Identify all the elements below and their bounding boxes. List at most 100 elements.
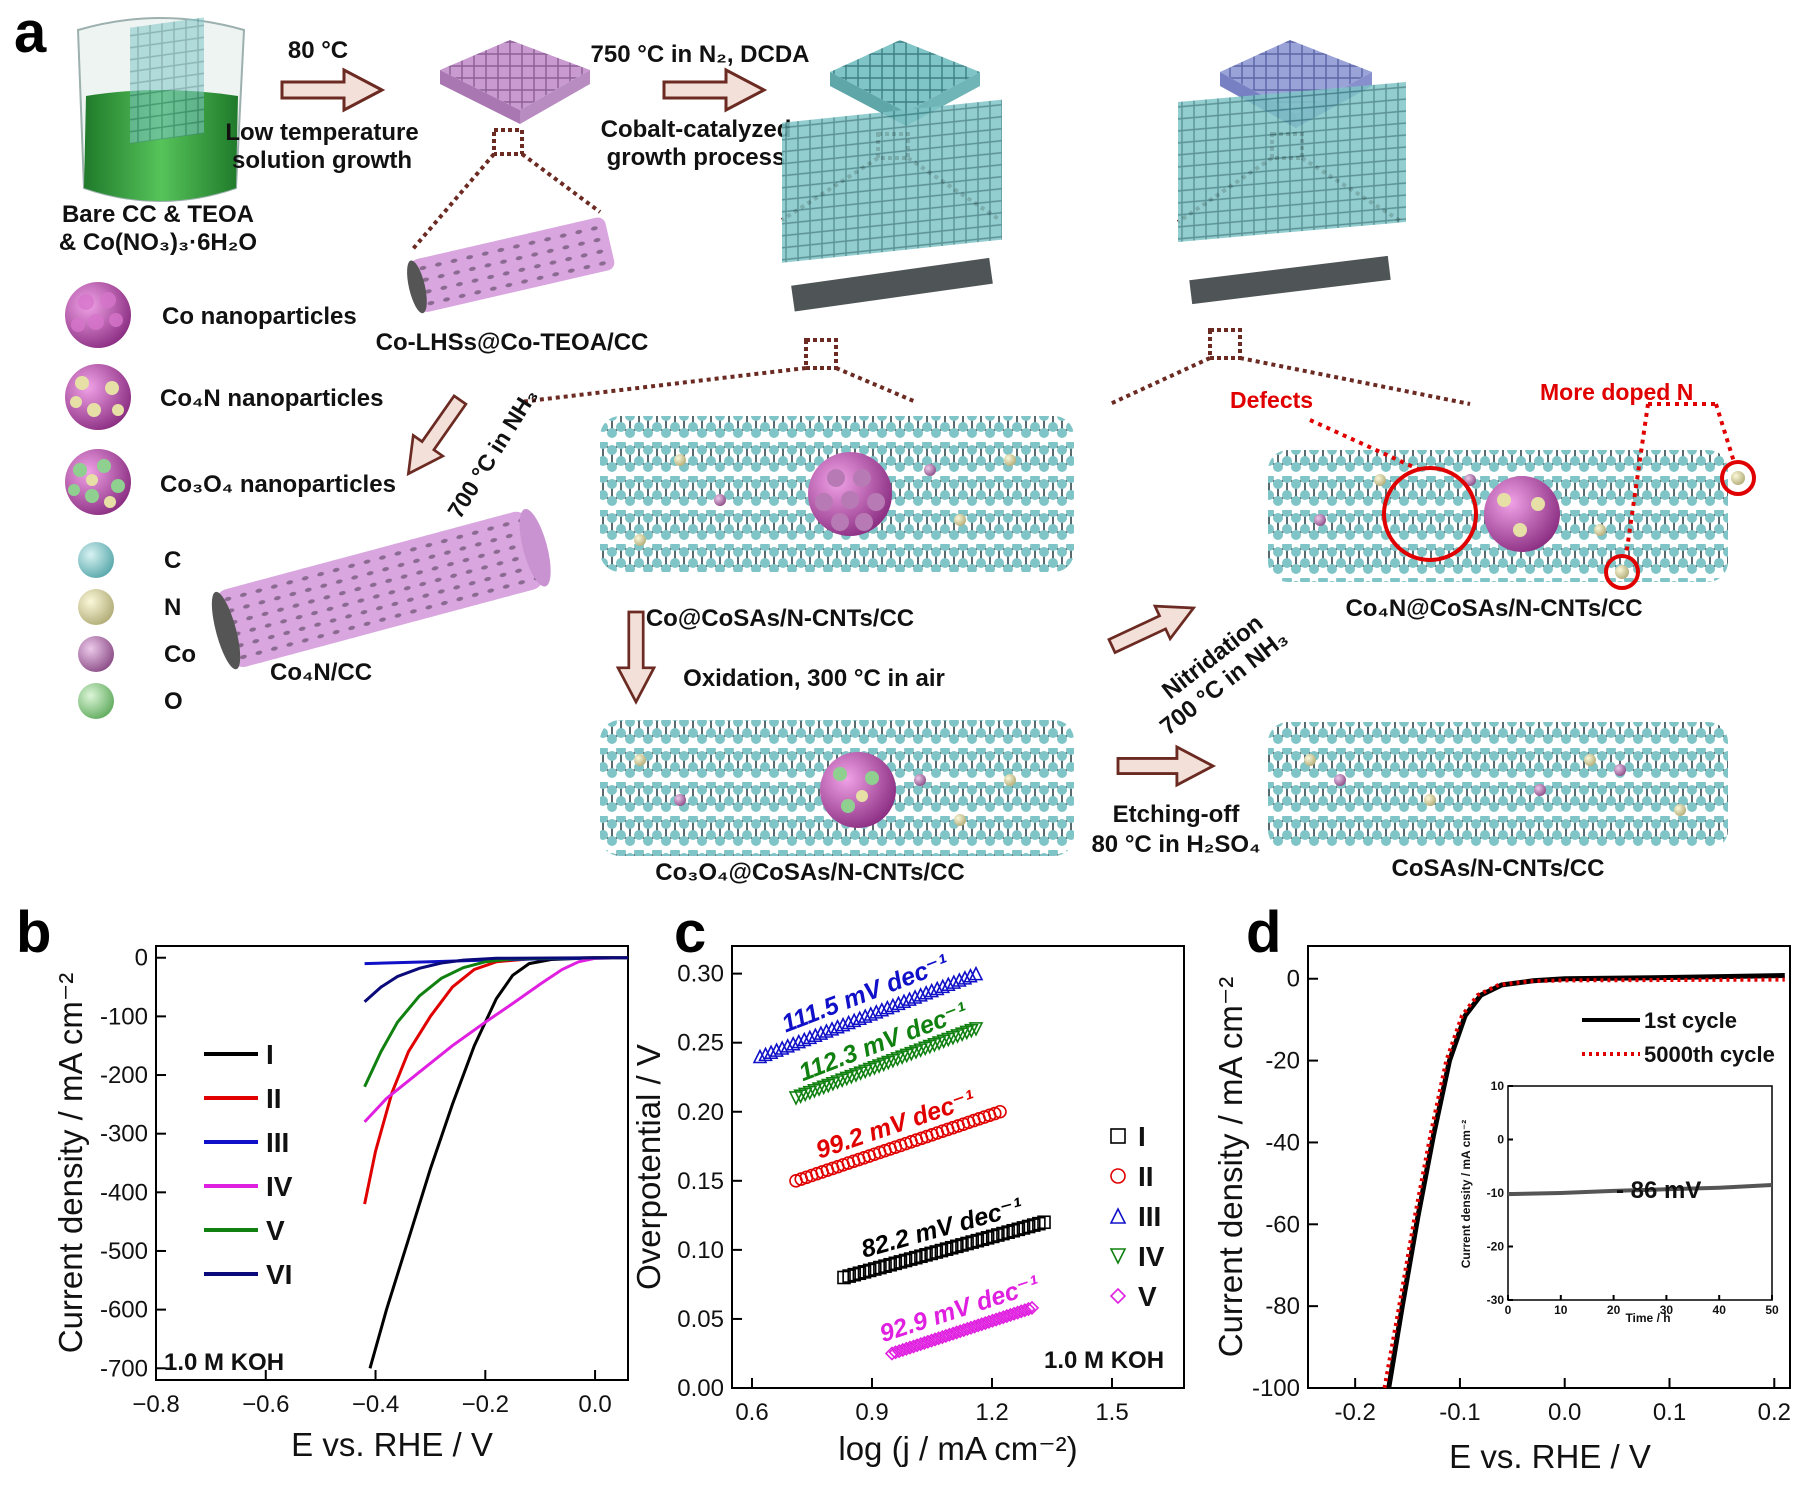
plot-c-point (996, 1226, 1010, 1241)
plot-b-note: 1.0 M KOH (164, 1349, 284, 1376)
plot-c-point (927, 1332, 943, 1347)
label-co-lhss: Co-LHSs@Co-TEOA/CC (376, 329, 649, 356)
plot-c-point (830, 1018, 845, 1034)
plot-c-point (1109, 1248, 1127, 1265)
plot-c-point (996, 1310, 1011, 1325)
plot-c-xlabel: log (j / mA cm⁻²) (838, 1430, 1077, 1467)
plot-d-ylabel: Current density / mA cm⁻² (1212, 977, 1249, 1358)
plot-c-point (1011, 1222, 1026, 1237)
plot-c-point (924, 1333, 939, 1348)
plot-c-point (960, 1236, 974, 1251)
plot-c-point (957, 970, 973, 985)
plot-b-xtick-label: −0.8 (132, 1391, 179, 1418)
plot-c-point (898, 1253, 913, 1268)
plot-b-legend-label: IV (266, 1171, 293, 1202)
plot-b-legend-label: VI (266, 1259, 292, 1290)
inset-xtick-label: 20 (1607, 1303, 1621, 1317)
cnt-cosas (1268, 722, 1728, 850)
plot-c-point (891, 995, 906, 1011)
plot-c-point (1006, 1306, 1022, 1321)
plot-c-xtick-label: 0.9 (855, 1399, 888, 1426)
plot-c-ytick-label: 0.05 (677, 1306, 724, 1333)
step2-temp: 750 °C in N₂, DCDA (591, 41, 810, 68)
plot-c-point (1001, 1225, 1015, 1239)
plot-c-point (999, 1308, 1015, 1324)
plot-c-point (883, 1257, 897, 1272)
plot-d-ytick-label: -100 (1252, 1375, 1300, 1402)
plot-c-point (929, 980, 945, 996)
plot-c-legend-label: II (1138, 1161, 1154, 1192)
plot-c-ytick-label: 0.25 (677, 1030, 724, 1057)
cnt-co3o4-cosas (600, 720, 1074, 856)
plot-c-point (913, 987, 928, 1002)
plot-c-point (808, 1027, 823, 1043)
plot-c-point (857, 1265, 872, 1279)
plot-c-ytick-label: 0.30 (677, 961, 724, 988)
plot-b-ytick-label: -700 (100, 1355, 148, 1382)
plot-c-point (941, 976, 956, 992)
plot-c-point (813, 1025, 829, 1040)
plot-c-point (978, 1315, 993, 1331)
plot-c-point (935, 1329, 950, 1345)
plot-c-point (988, 1312, 1004, 1327)
plot-c-point (952, 972, 967, 987)
plot-c-point (981, 1314, 997, 1330)
cnt-co-cosas (600, 416, 1074, 572)
plot-c-point (970, 1233, 985, 1248)
plot-c-point (938, 1328, 953, 1344)
plot-d-series (1382, 973, 1785, 1389)
plot-c-point (1026, 1218, 1041, 1232)
cnt-co4n-cosas (1268, 450, 1756, 590)
legend-atom-n: N (164, 594, 181, 621)
legend-particle-co4n: Co₄N nanoparticles (160, 385, 383, 412)
plot-b-ytick-label: -300 (100, 1121, 148, 1148)
cloth-blue (1220, 40, 1372, 114)
plot-c-point (993, 1104, 1007, 1119)
plot-c-point (835, 1016, 851, 1032)
plot-b-ticks: −0.8 −0.6 −0.4 −0.2 0.0 0 -100 -200 -300 -400 -500… (100, 945, 612, 1418)
plot-c-point (934, 1243, 949, 1258)
plot-c-point (980, 1231, 995, 1245)
plot-b-series-VI-line (363, 956, 628, 1003)
plot-c-point (920, 1334, 936, 1349)
plot-c-point (1017, 1303, 1032, 1318)
rod-co-lhss (407, 217, 615, 314)
plot-b-series (363, 956, 629, 1369)
plot-c-xtick-label: 1.5 (1095, 1399, 1128, 1426)
plot-d-xtick-label: 0.0 (1548, 1399, 1581, 1426)
plot-b-xtick-label: −0.2 (462, 1391, 509, 1418)
plot-c-point (802, 1029, 818, 1045)
plot-c-xtick-label: 0.6 (735, 1399, 768, 1426)
start-label-line1: Bare CC & TEOA (62, 201, 254, 228)
plot-d-xtick-label: 0.1 (1653, 1399, 1686, 1426)
step1-line2: solution growth (232, 147, 412, 174)
plot-c-point (1037, 1215, 1051, 1230)
plot-c-point (914, 1249, 928, 1264)
plot-b-ytick-label: -100 (100, 1003, 148, 1030)
plot-c-point (902, 1340, 918, 1355)
inset-series-line (1507, 1183, 1773, 1197)
plot-c-ytick-label: 0.10 (677, 1237, 724, 1264)
plot-b-legend-label: V (266, 1215, 285, 1246)
label-co4n-cc: Co₄N/CC (270, 659, 372, 686)
beaker-illustration (76, 17, 246, 202)
plot-c-point (918, 984, 934, 1000)
label-co3o4-cosas: Co₃O₄@CoSAs/N-CNTs/CC (655, 859, 965, 886)
plot-c-point (899, 1341, 914, 1356)
annotation-defects: Defects (1230, 387, 1313, 413)
start-label-line2: & Co(NO₃)₃·6H₂O (59, 229, 257, 256)
plot-c-point (931, 1331, 946, 1346)
plot-c-point (1014, 1304, 1029, 1319)
step6-line1: Etching-off (1113, 801, 1241, 828)
rod-co4n-cc (211, 508, 551, 670)
plot-c-point (924, 1246, 938, 1261)
step2-line2: growth process (607, 144, 786, 171)
plot-c-point (880, 999, 895, 1015)
arrow-step6 (1116, 745, 1215, 787)
step4-label: Oxidation, 300 °C in air (683, 665, 945, 692)
legend-atom-n-dot (78, 589, 114, 625)
plot-c-point (907, 989, 923, 1004)
plot-c-point (945, 1326, 961, 1341)
